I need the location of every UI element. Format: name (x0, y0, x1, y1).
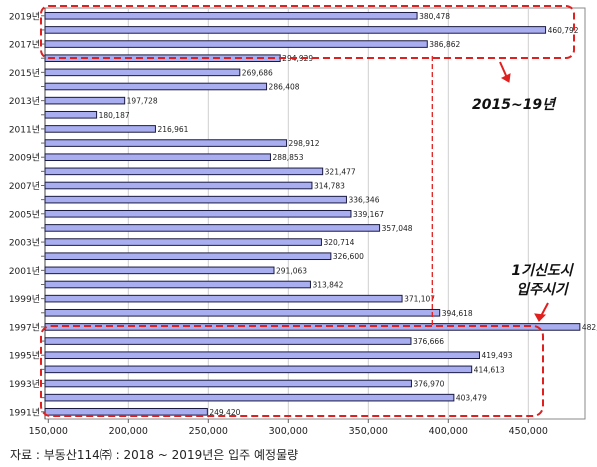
annotation-arrowhead (500, 73, 511, 83)
bar (44, 96, 126, 105)
y-tick-label: 1995년 (9, 351, 40, 362)
data-label: 339,167 (353, 210, 384, 219)
bar (44, 195, 347, 204)
bar (44, 167, 324, 176)
bar (44, 351, 480, 360)
data-label: 294,929 (282, 54, 313, 63)
bar (44, 238, 322, 246)
data-label: 336,346 (348, 196, 379, 205)
y-tick-label: 2003년 (9, 238, 40, 249)
data-label: 269,686 (242, 68, 273, 77)
bar (44, 153, 271, 162)
bar (44, 294, 403, 303)
data-label: 216,961 (157, 125, 188, 134)
data-label: 460,792 (548, 26, 579, 35)
data-label: 298,912 (289, 139, 320, 148)
bar (44, 209, 352, 218)
y-tick-label: 1997년 (9, 322, 40, 333)
bar (44, 323, 581, 331)
data-label: 371,107 (404, 295, 435, 304)
bar (44, 110, 98, 119)
bar (44, 308, 441, 317)
bar (44, 224, 381, 232)
data-label: 326,600 (333, 252, 364, 261)
y-tick-label: 1993년 (9, 379, 40, 390)
data-label: 314,783 (314, 181, 345, 190)
data-label: 419,493 (481, 351, 512, 360)
bar (44, 365, 473, 374)
data-label: 291,063 (276, 266, 307, 275)
data-label: 394,618 (442, 309, 473, 318)
data-label: 357,048 (382, 224, 413, 233)
y-tick-label: 2007년 (9, 181, 40, 192)
bar (44, 379, 412, 388)
bar (44, 393, 455, 402)
data-label: 376,970 (413, 380, 444, 389)
bar (44, 252, 332, 261)
data-label: 380,478 (419, 12, 450, 21)
data-label: 321,477 (325, 167, 356, 176)
y-tick-label: 2017년 (9, 40, 40, 51)
data-label: 180,187 (99, 111, 130, 120)
highlight-box-new-towns (40, 325, 544, 417)
data-label: 414,613 (474, 365, 505, 374)
x-tick-label: 400,000 (429, 426, 468, 437)
data-label: 376,666 (413, 337, 444, 346)
annotation-text: 1기신도시 (511, 263, 574, 279)
source-note: 자료 : 부동산114㈜ : 2018 ~ 2019년은 입주 예정물량 (10, 448, 299, 462)
y-tick-label: 2019년 (9, 11, 40, 22)
highlight-box-2015-2019 (40, 5, 575, 59)
x-tick-label: 150,000 (29, 426, 68, 437)
bar (44, 407, 208, 416)
data-label: 403,479 (456, 394, 487, 403)
y-tick-label: 2011년 (9, 124, 40, 135)
x-tick-label: 350,000 (349, 426, 388, 437)
bar (44, 266, 275, 275)
bar (44, 11, 418, 20)
y-tick-label: 1991년 (9, 407, 40, 418)
data-label: 386,862 (429, 40, 460, 49)
data-label: 320,714 (323, 238, 354, 247)
data-label: 313,842 (312, 280, 343, 289)
annotation-text: 입주시기 (516, 282, 570, 298)
y-tick-label: 2013년 (9, 96, 40, 107)
bar (44, 280, 311, 289)
data-label: 197,728 (127, 97, 158, 106)
data-label: 286,408 (269, 82, 300, 91)
annotation-arrowhead (534, 313, 547, 322)
y-tick-label: 2009년 (9, 153, 40, 164)
bar (44, 26, 547, 34)
annotation-text: 2015~19년 (472, 97, 557, 113)
bar (44, 40, 428, 48)
x-tick-label: 250,000 (189, 426, 228, 437)
data-label: 249,420 (209, 408, 240, 417)
x-tick-label: 450,000 (509, 426, 548, 437)
bar (44, 82, 268, 91)
bar (44, 125, 156, 133)
bar (44, 181, 313, 190)
x-tick-label: 200,000 (109, 426, 148, 437)
y-tick-label: 2015년 (9, 68, 40, 79)
y-tick-label: 1999년 (9, 294, 40, 305)
bar (44, 337, 412, 345)
data-label: 482,228 (582, 323, 597, 332)
bar (44, 139, 288, 147)
y-tick-label: 2001년 (9, 266, 40, 277)
y-tick-label: 2005년 (9, 209, 40, 220)
data-label: 288,853 (272, 153, 303, 162)
bar (44, 68, 241, 77)
x-tick-label: 300,000 (269, 426, 308, 437)
